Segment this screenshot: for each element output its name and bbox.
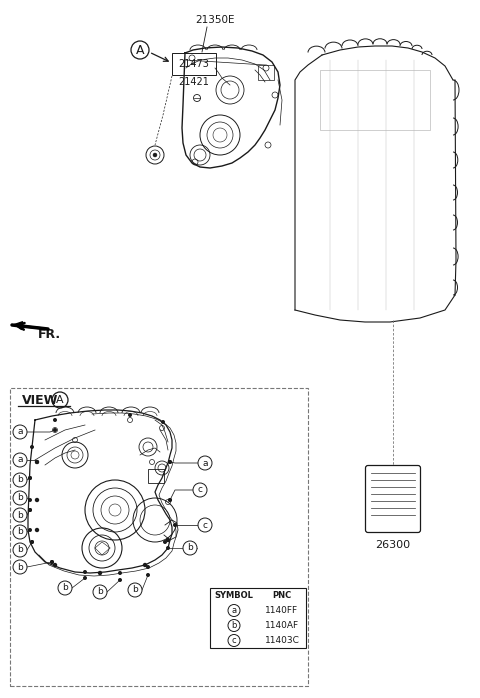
Text: b: b	[187, 544, 193, 553]
Text: c: c	[232, 636, 236, 645]
Circle shape	[13, 543, 27, 557]
Bar	[210, 588, 306, 648]
Text: 26300: 26300	[375, 540, 410, 550]
Text: VIEW: VIEW	[22, 394, 59, 406]
Text: b: b	[17, 510, 23, 519]
Text: 21421: 21421	[178, 77, 209, 87]
Circle shape	[28, 476, 32, 480]
Bar	[258, 65, 274, 80]
Circle shape	[118, 571, 122, 575]
Text: A: A	[136, 43, 144, 57]
Circle shape	[143, 563, 147, 567]
Circle shape	[50, 560, 54, 564]
Circle shape	[28, 508, 32, 512]
Text: 1140FF: 1140FF	[265, 606, 299, 615]
Text: SYMBOL: SYMBOL	[215, 591, 253, 600]
Circle shape	[163, 540, 167, 544]
Circle shape	[83, 570, 87, 574]
Circle shape	[13, 525, 27, 539]
Text: b: b	[17, 475, 23, 484]
Text: b: b	[62, 584, 68, 593]
Circle shape	[168, 498, 172, 502]
Text: a: a	[202, 459, 208, 468]
Circle shape	[58, 581, 72, 595]
Circle shape	[35, 460, 39, 464]
Circle shape	[13, 473, 27, 487]
Text: b: b	[17, 493, 23, 503]
Text: b: b	[231, 621, 237, 630]
Text: a: a	[17, 427, 23, 436]
Circle shape	[28, 498, 32, 502]
Circle shape	[53, 563, 57, 567]
Circle shape	[228, 634, 240, 646]
Circle shape	[146, 573, 150, 577]
Circle shape	[98, 571, 102, 575]
Circle shape	[35, 528, 39, 532]
Bar	[172, 53, 216, 75]
Circle shape	[93, 585, 107, 599]
Text: b: b	[17, 563, 23, 572]
Text: 21350E: 21350E	[195, 15, 235, 25]
Circle shape	[198, 518, 212, 532]
Text: b: b	[17, 528, 23, 537]
Circle shape	[30, 540, 34, 544]
Circle shape	[128, 413, 132, 417]
Circle shape	[193, 483, 207, 497]
Circle shape	[161, 420, 165, 424]
Circle shape	[13, 453, 27, 467]
Bar	[210, 588, 306, 648]
Circle shape	[28, 508, 32, 512]
Circle shape	[13, 491, 27, 505]
Circle shape	[166, 537, 170, 542]
Circle shape	[35, 498, 39, 502]
Text: c: c	[197, 486, 203, 494]
Text: FR.: FR.	[38, 329, 61, 341]
Text: b: b	[17, 546, 23, 554]
Text: b: b	[132, 586, 138, 595]
Circle shape	[28, 476, 32, 480]
Circle shape	[173, 523, 177, 527]
Bar	[148, 469, 164, 483]
Bar	[320, 70, 430, 130]
Circle shape	[183, 541, 197, 555]
Circle shape	[153, 153, 157, 157]
Circle shape	[168, 460, 172, 464]
Text: 11403C: 11403C	[264, 636, 300, 645]
Text: 1140AF: 1140AF	[265, 621, 299, 630]
Circle shape	[28, 528, 32, 532]
FancyBboxPatch shape	[365, 466, 420, 533]
Text: b: b	[97, 588, 103, 597]
Text: a: a	[17, 456, 23, 464]
Circle shape	[168, 498, 172, 502]
Circle shape	[146, 565, 150, 569]
Text: PNC: PNC	[272, 591, 292, 600]
Circle shape	[228, 604, 240, 616]
Text: c: c	[203, 521, 207, 530]
Circle shape	[118, 578, 122, 582]
Circle shape	[13, 560, 27, 574]
Circle shape	[30, 540, 34, 544]
Circle shape	[198, 456, 212, 470]
Circle shape	[13, 425, 27, 439]
Circle shape	[30, 445, 34, 449]
Circle shape	[228, 620, 240, 632]
Circle shape	[128, 583, 142, 597]
Text: a: a	[231, 606, 237, 615]
Text: 21473: 21473	[179, 59, 209, 69]
Circle shape	[83, 576, 87, 580]
Circle shape	[166, 546, 170, 550]
Circle shape	[13, 508, 27, 522]
Circle shape	[53, 418, 57, 422]
Text: A: A	[56, 395, 64, 405]
Circle shape	[50, 560, 54, 564]
Circle shape	[168, 460, 172, 464]
Circle shape	[53, 428, 57, 432]
Circle shape	[35, 460, 39, 464]
